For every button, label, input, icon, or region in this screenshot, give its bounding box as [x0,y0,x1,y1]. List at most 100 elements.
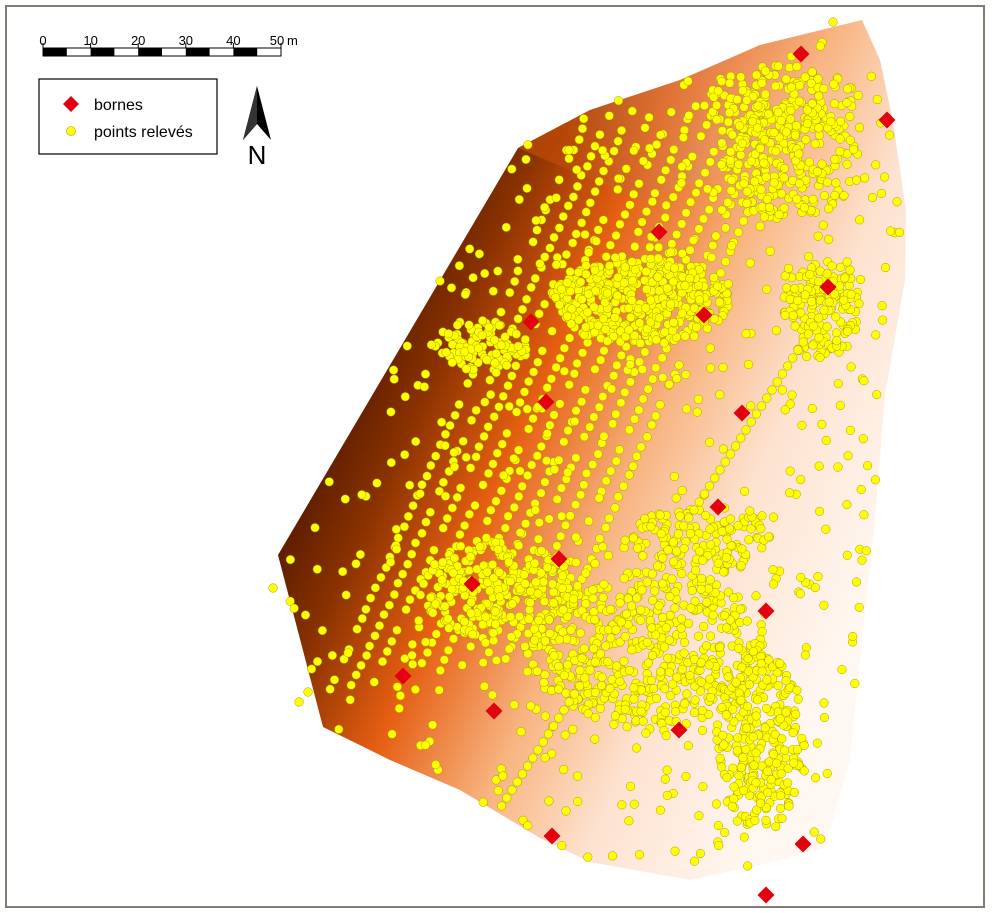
survey-point [799,766,809,776]
borne-marker [794,835,812,853]
survey-point [589,412,599,422]
borne-marker [394,667,412,685]
survey-point [339,654,349,664]
survey-point [785,294,795,304]
survey-point [712,115,722,125]
survey-point [661,731,671,741]
survey-point [566,625,576,635]
survey-point [467,629,478,639]
survey-point [554,223,564,233]
survey-point [572,358,582,368]
survey-point [636,706,646,716]
survey-point [842,98,852,108]
survey-point [759,212,769,222]
survey-point [794,149,804,159]
survey-point [382,646,392,656]
survey-point [644,112,654,122]
borne-marker [792,45,810,63]
survey-point [563,467,573,477]
survey-point [743,359,754,369]
survey-point [781,127,791,137]
survey-point [598,314,608,324]
survey-point [711,231,721,241]
survey-point [856,274,866,285]
survey-point [340,494,350,504]
survey-point [447,584,457,594]
survey-point [721,257,731,267]
survey-point [294,697,304,707]
survey-point [285,555,295,565]
survey-point [507,164,517,174]
survey-point [850,678,860,689]
survey-point [698,555,708,565]
survey-point [637,217,647,227]
survey-point [563,660,573,670]
survey-point [529,624,539,634]
survey-point [481,612,491,622]
survey-point [826,117,836,127]
survey-point [608,331,619,342]
survey-point [739,832,749,842]
survey-point [764,532,774,542]
survey-point [871,330,881,340]
survey-point [665,610,675,621]
survey-point [785,466,795,476]
survey-point [460,590,470,601]
survey-point [580,229,590,240]
survey-point [686,197,696,207]
survey-point [407,549,417,559]
survey-point [794,96,804,106]
survey-point [572,165,582,175]
survey-point [467,415,477,425]
survey-point [458,436,468,446]
survey-point [779,203,789,213]
survey-point [805,270,815,280]
survey-point [813,74,823,84]
survey-point [338,567,348,577]
survey-point [672,229,682,240]
survey-point [576,490,586,500]
scale-label-20: 20 [131,33,145,48]
survey-point [517,769,527,779]
survey-point [501,654,511,664]
survey-point [389,589,399,600]
survey-point [642,432,652,442]
survey-point [646,295,656,305]
survey-point [643,658,653,668]
survey-point [505,576,516,586]
survey-point [755,221,765,231]
survey-point [507,371,517,381]
survey-point [705,481,715,491]
survey-point [519,387,530,397]
survey-point [780,745,790,755]
survey-point [501,222,511,232]
survey-point [611,625,621,635]
survey-point [725,156,736,166]
survey-point [560,520,571,530]
survey-point [685,529,695,539]
survey-point [620,704,630,714]
survey-point [604,261,615,271]
survey-point [727,241,737,251]
survey-point [619,278,629,288]
survey-point [727,801,737,811]
survey-point [461,452,471,462]
survey-point [569,369,579,379]
survey-point [810,583,820,593]
survey-point [817,159,827,169]
survey-point [762,194,772,204]
survey-point [732,746,742,756]
survey-point [814,276,824,287]
survey-point [392,544,402,554]
survey-point [448,634,459,644]
scale-label-50: 50 [270,33,284,48]
survey-point [757,627,767,637]
survey-point [514,541,524,551]
survey-point [776,115,786,126]
survey-point [477,330,487,340]
survey-point [783,361,793,371]
survey-point [845,265,855,275]
survey-point [619,573,629,583]
survey-point [830,154,840,164]
survey-point [531,215,541,226]
